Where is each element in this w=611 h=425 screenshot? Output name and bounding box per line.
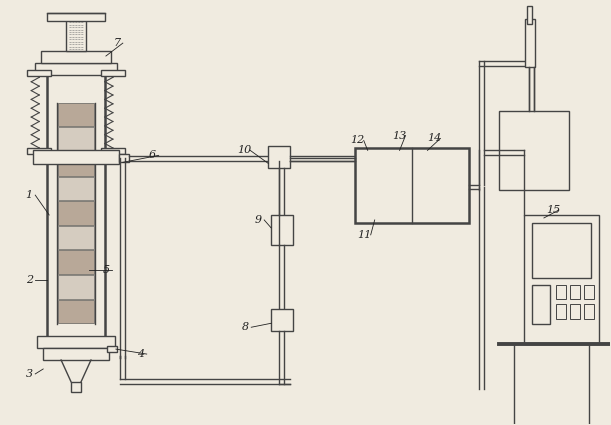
Text: 6: 6 [149, 150, 156, 160]
Bar [58, 201, 94, 225]
Text: 13: 13 [392, 130, 407, 141]
Bar [412, 150, 466, 221]
Text: 12: 12 [351, 136, 365, 145]
Bar [556, 304, 566, 319]
Bar [43, 348, 109, 360]
Text: 1: 1 [26, 190, 33, 200]
Bar [27, 148, 51, 154]
Bar [58, 152, 94, 176]
Text: 5: 5 [103, 265, 109, 275]
Bar [532, 223, 591, 278]
Bar [66, 19, 86, 51]
Bar [271, 215, 293, 245]
Bar [37, 336, 115, 348]
Bar [525, 19, 535, 67]
Bar [570, 284, 580, 300]
Text: 14: 14 [427, 133, 442, 144]
Text: 3: 3 [26, 369, 33, 379]
Bar [58, 128, 94, 151]
Text: 2: 2 [26, 275, 33, 285]
Bar [271, 309, 293, 331]
Text: 11: 11 [357, 230, 372, 240]
Bar [58, 275, 94, 299]
Bar [532, 284, 550, 324]
Bar [58, 226, 94, 249]
Bar [58, 250, 94, 274]
Bar [570, 304, 580, 319]
Bar [58, 103, 94, 126]
Bar [584, 284, 594, 300]
Text: 8: 8 [242, 322, 249, 332]
Bar [71, 382, 81, 392]
Bar [101, 148, 125, 154]
Bar [524, 215, 599, 344]
Bar [33, 150, 119, 164]
Text: 10: 10 [237, 145, 251, 156]
Text: 4: 4 [137, 349, 144, 359]
Bar [357, 150, 412, 221]
Bar [47, 13, 105, 21]
Bar [41, 51, 111, 63]
Text: 15: 15 [546, 205, 560, 215]
Bar [268, 147, 290, 168]
Bar [556, 284, 566, 300]
Text: 7: 7 [113, 38, 120, 48]
Bar [58, 300, 94, 323]
Bar [27, 70, 51, 76]
Bar [119, 154, 129, 162]
Bar [527, 6, 532, 24]
Bar [355, 148, 469, 223]
Bar [35, 63, 117, 75]
Text: 9: 9 [255, 215, 262, 225]
Bar [584, 304, 594, 319]
Bar [499, 110, 569, 190]
Bar [101, 70, 125, 76]
Bar [107, 346, 117, 352]
Bar [58, 176, 94, 200]
